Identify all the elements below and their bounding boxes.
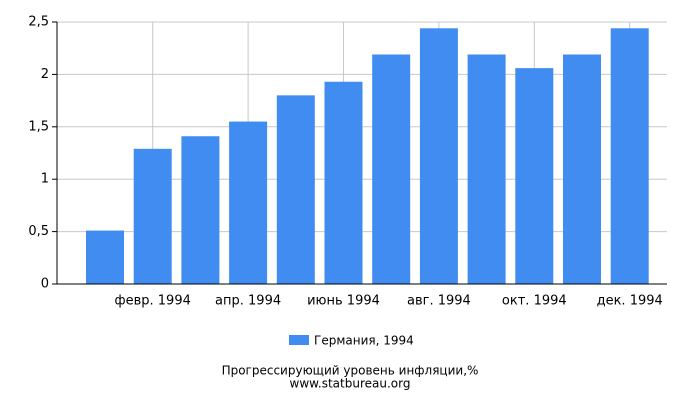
x-tick-label: окт. 1994 <box>502 294 567 309</box>
bar <box>276 95 315 284</box>
bar <box>563 54 601 284</box>
y-tick-label: 0 <box>41 277 49 292</box>
bar <box>372 54 411 284</box>
y-tick-label: 1 <box>41 172 49 187</box>
bar <box>229 121 268 284</box>
bar <box>467 54 506 284</box>
bar <box>610 28 649 285</box>
y-tick-label: 1,5 <box>28 119 49 134</box>
y-tick-label: 0,5 <box>28 224 49 239</box>
bar <box>419 28 458 285</box>
bar <box>133 148 172 284</box>
source: www.statbureau.org <box>290 377 411 391</box>
x-tick-label: апр. 1994 <box>215 294 281 309</box>
y-tick-label: 2 <box>41 67 49 82</box>
y-tick-label: 2,5 <box>28 15 49 30</box>
x-tick-label: июнь 1994 <box>307 294 380 309</box>
bar <box>324 81 363 285</box>
legend-label: Германия, 1994 <box>314 334 414 348</box>
bar <box>515 68 554 284</box>
bar <box>181 136 220 284</box>
bar <box>86 230 124 284</box>
legend-swatch <box>289 335 309 345</box>
chart-title: Прогрессирующий уровень инфляции,% <box>222 364 479 378</box>
x-tick-label: авг. 1994 <box>407 294 471 309</box>
x-tick-label: февр. 1994 <box>115 294 191 309</box>
x-tick-label: дек. 1994 <box>597 294 663 309</box>
